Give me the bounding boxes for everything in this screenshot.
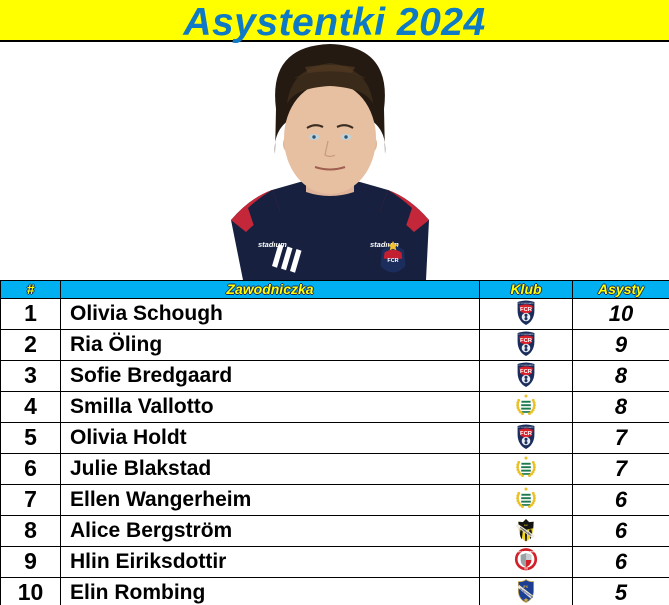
svg-text:FCR: FCR (387, 258, 398, 264)
